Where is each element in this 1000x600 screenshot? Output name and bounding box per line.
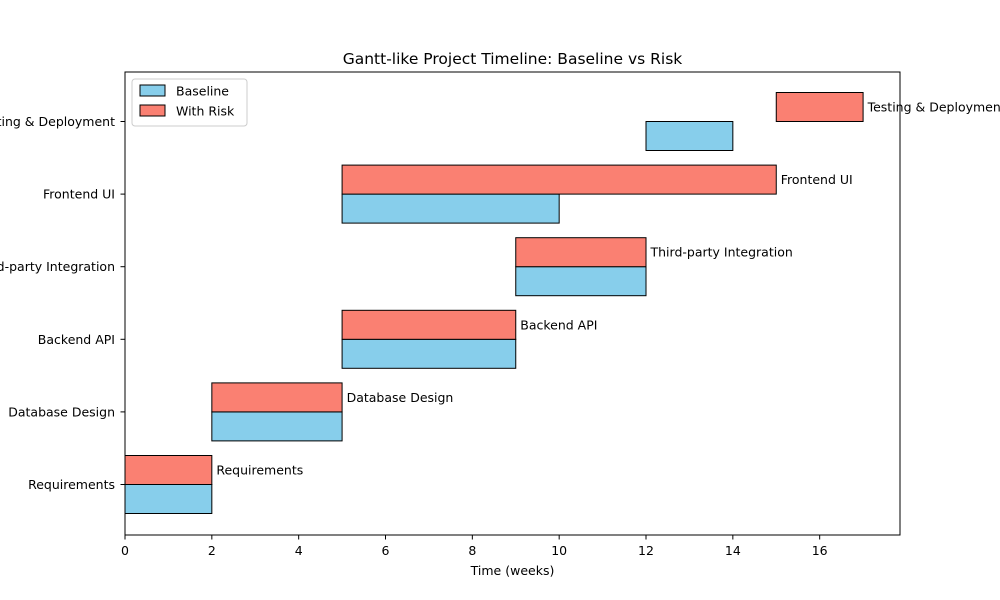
x-tick-label-2: 2 <box>208 543 216 558</box>
risk-bar-requirements <box>124 455 213 485</box>
x-tick-label-12: 12 <box>638 543 654 558</box>
x-tick-label-16: 16 <box>812 543 828 558</box>
bar-annotation-database-design: Database Design <box>347 390 454 405</box>
y-tick-label-frontend-ui: Frontend UI <box>43 187 115 202</box>
y-tick-label-requirements: Requirements <box>28 477 115 492</box>
risk-bar-testing-deployment <box>775 92 864 122</box>
x-tick-label-8: 8 <box>468 543 476 558</box>
plot-frame <box>124 71 901 536</box>
bar-annotation-third-party-integration: Third-party Integration <box>650 245 793 260</box>
x-tick-label-4: 4 <box>295 543 303 558</box>
baseline-bar-frontend-ui <box>341 193 560 224</box>
risk-bar-frontend-ui <box>341 164 777 195</box>
risk-bar-backend-api <box>341 309 517 340</box>
baseline-bar-backend-api <box>341 338 517 369</box>
y-tick-label-third-party-integration: Third-party Integration <box>0 259 115 274</box>
bars-layer <box>124 92 864 514</box>
x-axis-label: Time (weeks) <box>470 563 555 578</box>
bar-annotation-frontend-ui: Frontend UI <box>781 172 853 187</box>
y-axis: Requirements Database Design Backend API Th… <box>0 114 125 492</box>
bar-annotation-testing-deployment: Testing & Deployment <box>867 100 1000 115</box>
legend-swatch-baseline <box>139 84 166 97</box>
x-tick-label-10: 10 <box>551 543 567 558</box>
y-tick-label-testing-deployment: Testing & Deployment <box>0 114 115 129</box>
y-tick-label-backend-api: Backend API <box>38 332 115 347</box>
x-axis: 0 2 4 6 8 10 12 14 16 <box>121 535 828 558</box>
x-tick-label-14: 14 <box>725 543 741 558</box>
legend-label-baseline: Baseline <box>176 84 229 99</box>
baseline-bar-third-party-integration <box>515 266 647 297</box>
bar-annotation-backend-api: Backend API <box>520 317 597 332</box>
legend-swatch-with-risk <box>139 104 166 117</box>
baseline-bar-requirements <box>124 484 213 514</box>
bar-annotation-requirements: Requirements <box>216 463 303 478</box>
x-tick-label-0: 0 <box>121 543 129 558</box>
risk-bar-third-party-integration <box>515 237 647 268</box>
x-tick-label-6: 6 <box>382 543 390 558</box>
baseline-bar-testing-deployment <box>645 121 734 151</box>
y-tick-label-database-design: Database Design <box>8 404 115 419</box>
legend-label-with-risk: With Risk <box>176 104 235 119</box>
risk-bar-database-design <box>211 382 343 413</box>
chart-title: Gantt-like Project Timeline: Baseline vs… <box>343 50 683 68</box>
baseline-bar-database-design <box>211 411 343 442</box>
legend: Baseline With Risk <box>131 78 248 127</box>
